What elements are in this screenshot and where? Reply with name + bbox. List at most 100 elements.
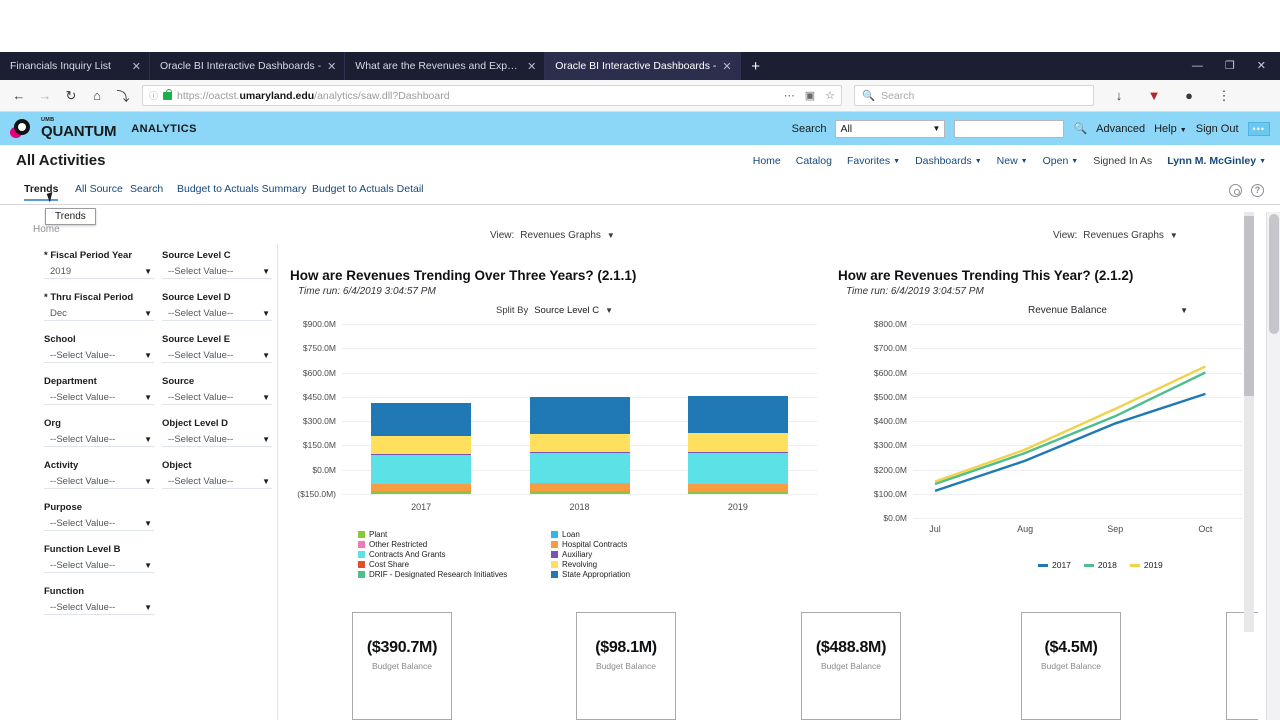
inner-scrollbar-thumb[interactable]	[1244, 216, 1254, 396]
help-icon[interactable]: ?	[1251, 184, 1264, 197]
page-info-icon[interactable]: ⓘ	[149, 91, 159, 101]
filter-select[interactable]: --Select Value-- ▼	[162, 264, 272, 279]
filter-select[interactable]: --Select Value-- ▼	[162, 474, 272, 489]
legend-item[interactable]: 2017	[1038, 560, 1071, 570]
browser-tab-3[interactable]: What are the Revenues and Expen… ✕	[345, 52, 546, 80]
panelA-split-by-selector[interactable]: Split By Source Level C ▼	[496, 305, 613, 316]
filter-select[interactable]: --Select Value-- ▼	[44, 558, 154, 573]
close-icon[interactable]: ✕	[527, 60, 537, 73]
filter-select[interactable]: --Select Value-- ▼	[44, 474, 154, 489]
browser-tab-4-active[interactable]: Oracle BI Interactive Dashboards - ✕	[545, 52, 741, 80]
filter-select[interactable]: --Select Value-- ▼	[162, 432, 272, 447]
bar-segment[interactable]	[371, 453, 472, 456]
panelB-measure-selector[interactable]: Revenue Balance ▼	[1028, 305, 1188, 316]
inner-scrollbar-track[interactable]	[1244, 212, 1254, 632]
filter-select[interactable]: --Select Value-- ▼	[162, 306, 272, 321]
help-menu[interactable]: Help ▼	[1154, 122, 1187, 135]
legend-item[interactable]: Contracts And Grants	[358, 550, 533, 559]
bar-segment[interactable]	[687, 396, 788, 434]
url-bar[interactable]: ⓘ https://oactst.umaryland.edu/analytics…	[142, 85, 842, 106]
bar-segment[interactable]	[529, 434, 630, 452]
legend-item[interactable]: DRIF - Designated Research Initiatives	[358, 570, 533, 579]
filter-select[interactable]: --Select Value-- ▼	[44, 600, 154, 615]
brand-logo[interactable]: UMB QUANTUM ANALYTICS	[10, 118, 197, 140]
reload-icon[interactable]: ↻	[65, 87, 77, 103]
new-tab-button[interactable]: +	[751, 57, 760, 75]
search-scope-select[interactable]: All ▼	[835, 119, 946, 138]
legend-item[interactable]: Other Restricted	[358, 540, 533, 549]
kpi-tile[interactable]: ($98.1M) Budget Balance	[576, 612, 676, 720]
tab-all-source[interactable]: All Source	[75, 183, 123, 195]
legend-item[interactable]: Plant	[358, 530, 533, 539]
nav-favorites[interactable]: Favorites ▼	[846, 155, 901, 167]
bar-segment[interactable]	[687, 451, 788, 454]
tab-trends[interactable]: Trends	[24, 183, 59, 201]
filter-select[interactable]: --Select Value-- ▼	[162, 390, 272, 405]
bar-segment[interactable]	[529, 453, 630, 483]
legend-item[interactable]: 2019	[1129, 560, 1163, 570]
tab-budget-to-actuals-summary[interactable]: Budget to Actuals Summary	[177, 183, 307, 195]
page-scrollbar-track[interactable]	[1266, 212, 1280, 720]
bar-segment[interactable]	[371, 483, 472, 492]
filter-select[interactable]: --Select Value-- ▼	[44, 432, 154, 447]
bar-stack[interactable]	[371, 402, 472, 494]
nav-dashboards[interactable]: Dashboards ▼	[915, 155, 982, 167]
filter-select[interactable]: --Select Value-- ▼	[44, 348, 154, 363]
advanced-link[interactable]: Advanced	[1096, 122, 1146, 135]
kpi-tile[interactable]: ($390.7M) Budget Balance	[352, 612, 452, 720]
shield-icon[interactable]: ▼	[1147, 88, 1161, 103]
reader-icon[interactable]: ⤵	[116, 89, 130, 104]
nav-new[interactable]: New ▼	[996, 155, 1028, 167]
line-series[interactable]	[934, 392, 1206, 492]
bar-segment[interactable]	[529, 490, 630, 494]
back-icon[interactable]: ←	[12, 88, 26, 103]
bar-segment[interactable]	[529, 482, 630, 491]
browser-tab-2[interactable]: Oracle BI Interactive Dashboards - ✕	[150, 52, 346, 80]
pocket-icon[interactable]: ▣	[804, 90, 816, 102]
bar-segment[interactable]	[371, 455, 472, 484]
page-scrollbar-thumb[interactable]	[1269, 214, 1279, 334]
filter-select[interactable]: --Select Value-- ▼	[44, 516, 154, 531]
user-menu[interactable]: Lynn M. McGinley ▼	[1167, 155, 1266, 167]
account-icon[interactable]: ●	[1185, 88, 1193, 103]
filter-select[interactable]: --Select Value-- ▼	[44, 390, 154, 405]
line-series[interactable]	[934, 371, 1206, 486]
app-search-icon[interactable]: 🔍	[1073, 123, 1088, 135]
nav-catalog[interactable]: Catalog	[795, 155, 832, 167]
bar-segment[interactable]	[687, 433, 788, 452]
overflow-menu-icon[interactable]: •••	[1247, 121, 1270, 136]
downloads-icon[interactable]: ↓	[1115, 88, 1123, 103]
bookmark-star-icon[interactable]: ☆	[825, 90, 835, 102]
home-icon[interactable]: ⌂	[93, 88, 101, 103]
bar-stack[interactable]	[687, 396, 788, 494]
legend-item[interactable]: 2018	[1083, 560, 1117, 570]
revenues-this-year-chart[interactable]: $800.0M $700.0M $600.0M $500.0M $400.0M $300.…	[853, 319, 1248, 550]
legend-item[interactable]: Loan	[551, 530, 726, 539]
filter-select[interactable]: --Select Value-- ▼	[162, 348, 272, 363]
gear-icon[interactable]	[1229, 184, 1242, 197]
breadcrumb-home[interactable]: Home	[33, 224, 60, 235]
panelB-view-selector[interactable]: View: Revenues Graphs ▼	[1053, 230, 1178, 241]
bar-segment[interactable]	[371, 435, 472, 454]
kpi-tile[interactable]: ($4.5M) Budget Balance	[1021, 612, 1121, 720]
filter-select[interactable]: 2019 ▼	[44, 264, 154, 279]
browser-search-input[interactable]: 🔍 Search	[854, 85, 1094, 106]
legend-item[interactable]: State Appropriation	[551, 570, 726, 579]
close-icon[interactable]: ✕	[327, 60, 337, 73]
minimize-icon[interactable]: —	[1191, 59, 1203, 72]
legend-item[interactable]: Hospital Contracts	[551, 540, 726, 549]
bar-segment[interactable]	[529, 451, 630, 454]
bar-segment[interactable]	[529, 397, 630, 435]
legend-item[interactable]: Cost Share	[358, 560, 533, 569]
tab-search[interactable]: Search	[130, 183, 164, 195]
close-icon[interactable]: ✕	[131, 60, 141, 73]
sign-out-link[interactable]: Sign Out	[1195, 122, 1239, 135]
forward-icon[interactable]: →	[38, 88, 52, 103]
bar-segment[interactable]	[687, 491, 788, 494]
tab-budget-to-actuals-detail[interactable]: Budget to Actuals Detail	[312, 183, 424, 195]
bar-segment[interactable]	[687, 453, 788, 484]
restore-icon[interactable]: ❐	[1224, 59, 1235, 72]
legend-item[interactable]: Revolving	[551, 560, 726, 569]
filter-select[interactable]: Dec ▼	[44, 306, 154, 321]
panelA-view-selector[interactable]: View: Revenues Graphs ▼	[490, 230, 615, 241]
